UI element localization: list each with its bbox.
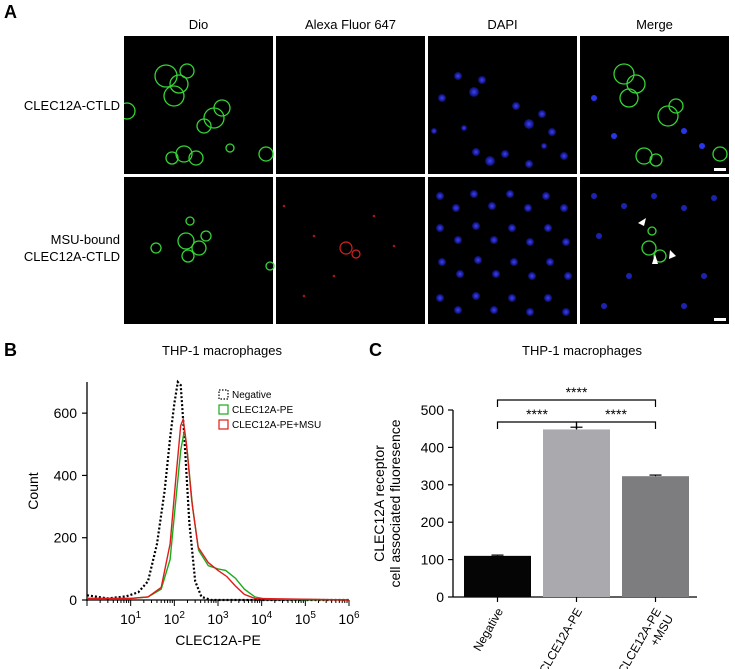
histogram-title: THP-1 macrophages xyxy=(162,343,282,358)
x-tick-label: CLCE12A-PE+MSU xyxy=(615,606,676,669)
tile-dio-row1 xyxy=(124,36,274,174)
row-label-line: MSU-bound xyxy=(50,232,120,247)
y-axis-label: cell associated fluoresence xyxy=(387,419,403,587)
significance-label: **** xyxy=(566,384,588,400)
tile-dapi-row2 xyxy=(428,177,577,324)
legend-label: CLEC12A-PE+MSU xyxy=(232,420,321,431)
x-axis-label: CLEC12A-PE xyxy=(175,632,261,648)
y-tick-label: 200 xyxy=(421,514,445,530)
y-axis-label: CLEC12A receptor xyxy=(371,445,387,562)
significance-bracket xyxy=(575,421,657,429)
x-tick-label: 103 xyxy=(207,610,229,627)
tile-merge-row1 xyxy=(580,36,729,174)
y-tick-label: 400 xyxy=(421,439,445,455)
significance-label: **** xyxy=(526,406,548,422)
significance-bracket xyxy=(496,399,657,407)
panel-a-letter: A xyxy=(4,2,17,22)
y-tick-label: 0 xyxy=(69,592,77,608)
series-line-1 xyxy=(87,430,350,601)
panel-b-letter: B xyxy=(4,340,17,360)
row-label-msu-bound: MSU-bound CLEC12A-CTLD xyxy=(0,231,120,265)
y-tick-label: 0 xyxy=(436,589,444,605)
y-tick-label: 100 xyxy=(421,552,445,568)
tile-dapi-row1 xyxy=(428,36,577,174)
x-tick-label: 105 xyxy=(295,610,317,627)
tile-alexa-row2 xyxy=(276,177,425,324)
y-tick-label: 300 xyxy=(421,477,445,493)
x-tick-label: Negative xyxy=(470,605,506,653)
significance-label: **** xyxy=(605,406,627,422)
bar-chart: 0 100 200 300 400 500 CLEC12A receptor cell ass… xyxy=(371,384,697,669)
bar-chart-title: THP-1 macrophages xyxy=(522,343,642,358)
legend-swatch xyxy=(218,404,229,415)
column-title-alexa-fluor: Alexa Fluor 647 xyxy=(304,17,397,32)
series-line-2 xyxy=(87,416,350,601)
x-tick-label: 104 xyxy=(251,610,273,627)
tile-dio-row2 xyxy=(124,177,275,324)
row-label-clec12a-ctld: CLEC12A-CTLD xyxy=(0,97,120,114)
column-title-merge: Merge xyxy=(636,17,673,32)
legend-label: Negative xyxy=(232,390,272,401)
x-tick-label: 102 xyxy=(164,610,186,627)
y-tick-label: 400 xyxy=(54,467,78,483)
x-tick-label: 101 xyxy=(120,610,142,627)
y-tick-label: 600 xyxy=(54,405,78,421)
bar-0 xyxy=(464,555,531,597)
x-tick-label: CLCE12A-PE xyxy=(536,606,585,669)
y-tick-label: 200 xyxy=(54,530,78,546)
row-label-line: CLEC12A-CTLD xyxy=(23,249,120,264)
legend-swatch xyxy=(218,389,229,400)
y-tick-label: 500 xyxy=(421,402,445,418)
histogram-chart: 0 200 400 600 101 102 103 104 105 106 CLEC12A-PE Co… xyxy=(25,379,360,648)
significance-bracket xyxy=(496,421,578,429)
legend-swatch xyxy=(218,419,229,430)
bar-1 xyxy=(543,429,610,597)
column-title-dapi: DAPI xyxy=(487,17,518,32)
row-label-line: CLEC12A-CTLD xyxy=(23,98,120,113)
y-axis-label: Count xyxy=(25,472,41,509)
series-line-0 xyxy=(86,379,349,602)
x-tick-label: 106 xyxy=(338,610,360,627)
tile-merge-row2 xyxy=(580,177,729,324)
legend-label: CLEC12A-PE xyxy=(232,405,293,416)
column-title-dio: Dio xyxy=(188,17,209,32)
bar-2 xyxy=(622,476,689,597)
tile-alexa-row1 xyxy=(276,36,425,174)
panel-c-letter: C xyxy=(369,340,382,360)
microscopy-grid xyxy=(124,36,729,324)
